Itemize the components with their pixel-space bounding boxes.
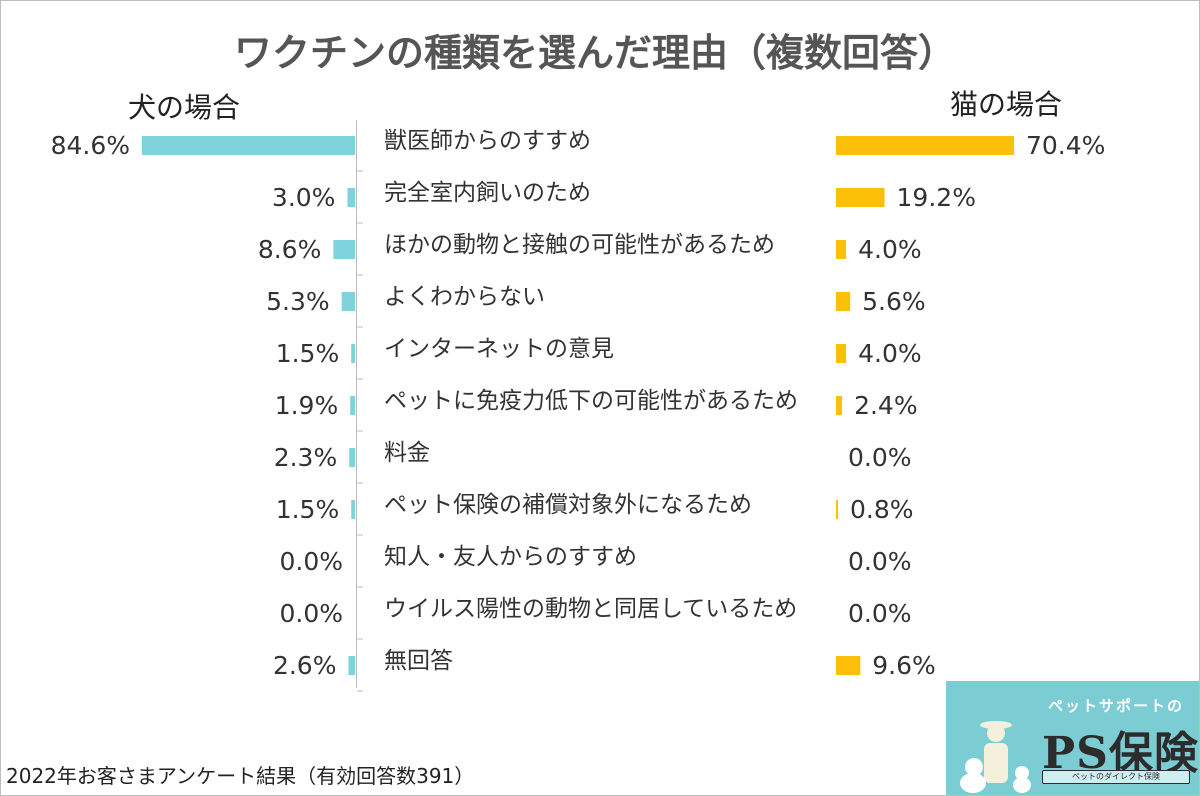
dog-value-label: 3.0% xyxy=(272,183,336,212)
cat-value-label: 4.0% xyxy=(858,339,922,368)
cat-value-label: 4.0% xyxy=(858,235,922,264)
category-label: よくわからない xyxy=(384,284,545,310)
dog-value-label: 1.9% xyxy=(275,391,339,420)
dog-value-label: 1.5% xyxy=(276,495,340,524)
dog-value-label: 2.3% xyxy=(274,443,338,472)
dog-value-label: 2.6% xyxy=(273,651,337,680)
dog-value-label: 84.6% xyxy=(51,131,130,160)
pet-silhouette-icon xyxy=(960,721,1031,793)
category-label: 知人・友人からのすすめ xyxy=(384,544,637,570)
chart-title: ワクチンの種類を選んだ理由（複数回答） xyxy=(234,31,956,75)
dog-bar xyxy=(350,396,355,415)
category-label: 料金 xyxy=(384,440,430,466)
dog-series-label: 犬の場合 xyxy=(128,91,240,124)
cat-bar xyxy=(836,396,843,415)
survey-footnote: 2022年お客さまアンケート結果（有効回答数391） xyxy=(6,764,475,788)
logo-subtitle: ペットのダイレクト保険 xyxy=(1042,770,1190,784)
dog-value-label: 0.0% xyxy=(279,547,343,576)
category-label: 完全室内飼いのため xyxy=(384,180,591,206)
dog-bar xyxy=(341,292,355,311)
category-label: 獣医師からのすすめ xyxy=(384,128,591,154)
dog-bar xyxy=(348,656,355,675)
dog-value-label: 1.5% xyxy=(276,339,340,368)
cat-bar xyxy=(836,188,885,207)
cat-value-label: 70.4% xyxy=(1026,131,1105,160)
category-label: ウイルス陽性の動物と同居しているため xyxy=(384,596,797,622)
cat-value-label: 0.0% xyxy=(848,599,912,628)
cat-value-label: 9.6% xyxy=(872,651,936,680)
cat-value-label: 0.0% xyxy=(848,547,912,576)
category-label: インターネットの意見 xyxy=(384,336,614,362)
dog-bar xyxy=(351,500,355,519)
dog-bar xyxy=(142,136,355,155)
cat-value-label: 2.4% xyxy=(854,391,918,420)
dog-value-label: 8.6% xyxy=(258,235,322,264)
cat-bar xyxy=(836,292,851,311)
cat-bar xyxy=(836,500,839,519)
dog-value-label: 0.0% xyxy=(279,599,343,628)
cat-value-label: 5.6% xyxy=(862,287,926,316)
cat-series-label: 猫の場合 xyxy=(950,88,1062,121)
cat-value-label: 0.8% xyxy=(850,495,914,524)
category-label: ペット保険の補償対象外になるため xyxy=(384,492,752,518)
cat-bar xyxy=(836,656,861,675)
cat-value-label: 19.2% xyxy=(897,183,976,212)
dog-bar xyxy=(333,240,355,259)
chart-rows: 獣医師からのすすめ 84.6% 70.4% 完全室内飼いのため 3.0% 19.2% ほかの… xyxy=(51,128,1105,692)
dog-value-label: 5.3% xyxy=(266,287,330,316)
cat-bar xyxy=(836,344,847,363)
category-label: ほかの動物と接触の可能性があるため xyxy=(384,232,775,258)
logo-tagline: ペットサポートの xyxy=(1048,697,1185,715)
category-label: 無回答 xyxy=(384,648,453,674)
dog-bar xyxy=(351,344,355,363)
cat-bar xyxy=(836,136,1014,155)
ps-hoken-logo: ペットサポートの PS保険 ペットのダイレクト保険 xyxy=(946,681,1199,795)
dog-bar xyxy=(347,188,355,207)
dog-bar xyxy=(349,448,355,467)
cat-bar xyxy=(836,240,847,259)
category-label: ペットに免疫力低下の可能性があるため xyxy=(384,388,798,414)
cat-value-label: 0.0% xyxy=(848,443,912,472)
